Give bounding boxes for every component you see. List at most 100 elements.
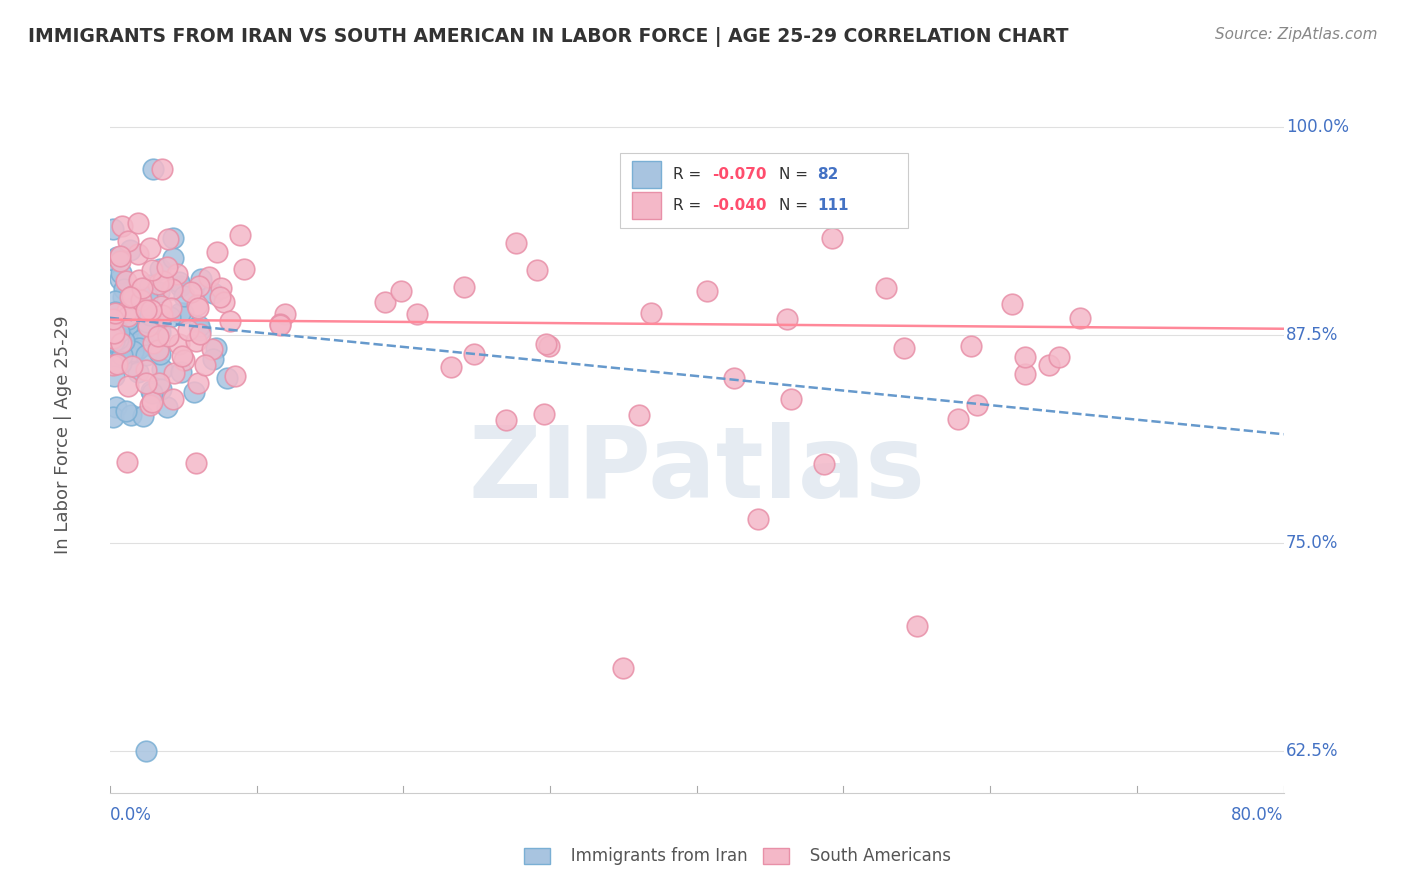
South Americans: [173, 353, 195, 368]
Immigrants from Iran: [156, 400, 179, 414]
South Americans: [103, 326, 125, 340]
South Americans: [111, 219, 134, 233]
South Americans: [391, 285, 413, 299]
Immigrants from Iran: [103, 294, 125, 309]
South Americans: [1069, 310, 1091, 325]
Immigrants from Iran: [139, 278, 162, 293]
South Americans: [1001, 296, 1024, 310]
South Americans: [1047, 350, 1070, 364]
South Americans: [453, 280, 475, 294]
Text: R =: R =: [673, 167, 706, 182]
Immigrants from Iran: [150, 383, 173, 397]
South Americans: [135, 303, 157, 318]
Immigrants from Iran: [107, 332, 129, 346]
Text: N =: N =: [779, 198, 813, 213]
Text: 75.0%: 75.0%: [1286, 534, 1339, 552]
Immigrants from Iran: [101, 253, 124, 268]
Immigrants from Iran: [132, 330, 155, 344]
Text: N =: N =: [779, 167, 813, 182]
Immigrants from Iran: [112, 334, 135, 348]
South Americans: [269, 318, 291, 332]
South Americans: [162, 392, 184, 407]
South Americans: [505, 235, 527, 250]
Immigrants from Iran: [150, 362, 173, 376]
South Americans: [612, 661, 634, 675]
Immigrants from Iran: [201, 351, 224, 366]
Immigrants from Iran: [128, 342, 150, 356]
South Americans: [440, 360, 463, 375]
Immigrants from Iran: [120, 409, 142, 423]
Immigrants from Iran: [101, 312, 124, 326]
South Americans: [127, 216, 149, 230]
Text: 87.5%: 87.5%: [1286, 326, 1339, 344]
South Americans: [966, 399, 988, 413]
Immigrants from Iran: [135, 744, 157, 758]
Immigrants from Iran: [127, 317, 149, 331]
Immigrants from Iran: [148, 285, 170, 299]
Text: Source: ZipAtlas.com: Source: ZipAtlas.com: [1215, 27, 1378, 42]
South Americans: [127, 246, 149, 260]
Bar: [633, 161, 661, 188]
Immigrants from Iran: [149, 347, 172, 361]
Immigrants from Iran: [103, 318, 125, 333]
South Americans: [209, 281, 232, 295]
South Americans: [232, 261, 254, 276]
Immigrants from Iran: [105, 250, 128, 264]
Immigrants from Iran: [202, 285, 225, 300]
Immigrants from Iran: [183, 385, 205, 400]
South Americans: [108, 254, 131, 268]
South Americans: [495, 412, 517, 426]
South Americans: [188, 278, 211, 293]
Immigrants from Iran: [138, 313, 160, 327]
Immigrants from Iran: [101, 315, 124, 329]
Immigrants from Iran: [104, 325, 127, 339]
South Americans: [188, 326, 211, 341]
South Americans: [117, 309, 139, 323]
South Americans: [170, 349, 193, 363]
Text: R =: R =: [673, 198, 706, 213]
Text: ZIPatlas: ZIPatlas: [468, 422, 925, 519]
Immigrants from Iran: [135, 315, 157, 329]
South Americans: [1014, 350, 1036, 364]
South Americans: [696, 284, 718, 298]
South Americans: [163, 366, 186, 380]
South Americans: [101, 311, 124, 326]
Text: 0.0%: 0.0%: [110, 806, 152, 824]
South Americans: [108, 249, 131, 263]
Immigrants from Iran: [141, 386, 163, 401]
South Americans: [186, 298, 208, 312]
Immigrants from Iran: [167, 275, 190, 289]
Immigrants from Iran: [101, 310, 124, 324]
South Americans: [160, 282, 183, 296]
Immigrants from Iran: [131, 409, 153, 423]
South Americans: [148, 376, 170, 390]
South Americans: [118, 290, 141, 304]
South Americans: [110, 336, 132, 351]
South Americans: [167, 337, 190, 351]
South Americans: [141, 395, 163, 409]
South Americans: [219, 314, 242, 328]
South Americans: [538, 339, 561, 353]
South Americans: [150, 161, 173, 176]
Immigrants from Iran: [128, 320, 150, 334]
South Americans: [184, 334, 207, 349]
South Americans: [156, 260, 179, 275]
South Americans: [406, 307, 429, 321]
South Americans: [893, 341, 915, 355]
South Americans: [205, 245, 228, 260]
Immigrants from Iran: [104, 308, 127, 322]
South Americans: [141, 262, 163, 277]
Text: 82: 82: [818, 167, 839, 182]
Immigrants from Iran: [162, 231, 184, 245]
Immigrants from Iran: [104, 305, 127, 319]
South Americans: [776, 311, 799, 326]
South Americans: [187, 301, 209, 315]
Immigrants from Iran: [204, 341, 226, 355]
South Americans: [122, 291, 145, 305]
Immigrants from Iran: [139, 384, 162, 399]
Immigrants from Iran: [108, 272, 131, 286]
South Americans: [269, 318, 291, 332]
Immigrants from Iran: [105, 311, 128, 326]
Immigrants from Iran: [188, 318, 211, 333]
Immigrants from Iran: [170, 365, 193, 379]
